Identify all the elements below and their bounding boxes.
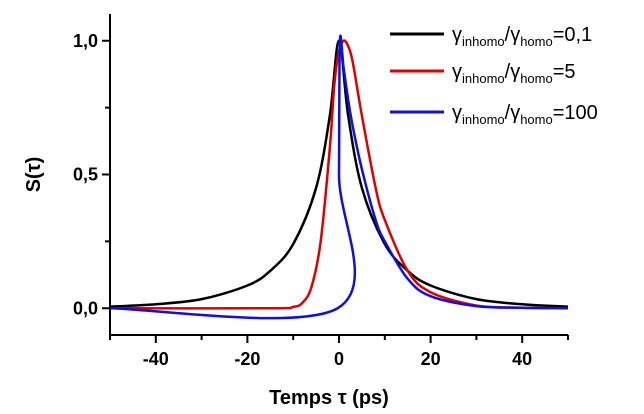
x-tick-label: 20: [421, 349, 441, 369]
x-tick-label: 40: [512, 349, 532, 369]
series-line-2: [109, 39, 569, 310]
x-tick-label: -20: [234, 349, 260, 369]
y-tick-label: 0,5: [73, 165, 98, 185]
x-axis-label: Temps τ (ps): [269, 387, 389, 409]
legend-label-1: γinhomo/γhomo=0,1: [452, 24, 592, 49]
x-tick-label: -40: [143, 349, 169, 369]
x-tick-label: 0: [334, 349, 344, 369]
y-axis-label: S(τ): [23, 157, 45, 193]
axes: -40 -20 0 20 40 0,0 0,5 1,0: [73, 14, 569, 369]
legend: γinhomo/γhomo=0,1 γinhomo/γhomo=5 γinhomo/…: [390, 24, 598, 127]
legend-label-3: γinhomo/γhomo=100: [452, 102, 598, 127]
y-tick-label: 0,0: [73, 298, 98, 318]
legend-label-2: γinhomo/γhomo=5: [452, 61, 576, 86]
curves: [109, 34, 569, 320]
y-tick-label: 1,0: [73, 31, 98, 51]
series-line-3: [109, 34, 569, 320]
